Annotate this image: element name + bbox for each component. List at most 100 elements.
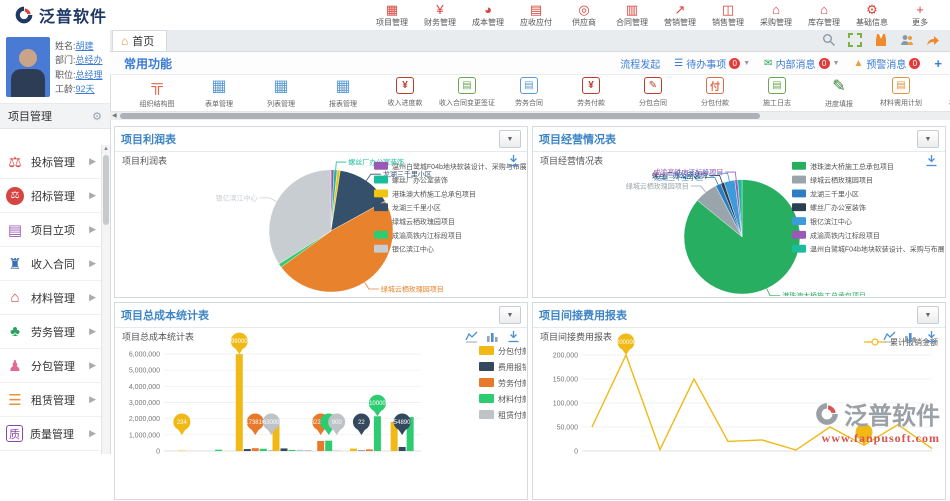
users-icon[interactable] (900, 33, 914, 47)
panel-title: 项目经营情况表 (539, 134, 616, 146)
profile-years-link[interactable]: 92天 (75, 83, 95, 94)
chevron-right-icon: ▶ (89, 428, 96, 438)
main-area: ⌂ 首页 常用功能 流程发起 ☰ 待办事项 0 ▼ (110, 30, 950, 500)
panel-dropdown-button[interactable]: ▼ (499, 130, 521, 148)
list-icon: ☰ (674, 57, 684, 69)
common-function-item[interactable]: ▤ 材料合同 (932, 77, 950, 108)
header-nav-plus-icon[interactable]: + 更多 (896, 3, 944, 27)
profile-dept: 部门:总经办 (55, 55, 103, 66)
common-function-item[interactable]: ▤ 劳务合同 (498, 77, 560, 108)
line-chart-icon[interactable] (465, 330, 478, 343)
function-item-label: 劳务付款 (577, 100, 605, 107)
sidebar-menu-item[interactable]: 质 质量管理 ▶ (0, 417, 102, 451)
function-item-label: 分包付款 (701, 100, 729, 107)
sidebar-menu-item[interactable]: ☰ 租赁管理 ▶ (0, 383, 102, 417)
bar-chart-icon[interactable] (486, 330, 499, 343)
function-item-icon: ▦ (273, 78, 289, 95)
chart-toolbar (883, 330, 938, 343)
sidebar-menu-item[interactable]: ⌂ 材料管理 ▶ (0, 281, 102, 315)
chevron-down-icon[interactable]: ▼ (743, 59, 751, 67)
profile-title-link[interactable]: 总经理 (75, 69, 103, 80)
header-nav-document-icon[interactable]: ▤ 应收应付 (512, 3, 560, 27)
panel-body: 项目经营情况表 港珠澳大桥施工总承包项目绿城云栖玫瑰园项目龙湖三千里小区螺丝厂办… (534, 152, 950, 300)
common-function-item[interactable]: ▦ 报表管理 (312, 77, 374, 109)
panel-dropdown-button[interactable]: ▼ (917, 306, 939, 324)
bar-chart-icon[interactable] (904, 330, 917, 343)
alert-link[interactable]: ▲ 预警消息 0 (854, 56, 921, 71)
header-nav-yuan-circle-icon[interactable]: ¥ 财务管理 (416, 3, 464, 27)
svg-text:龙湖三千里小区: 龙湖三千里小区 (810, 189, 859, 198)
header-nav-building-icon[interactable]: ▦ 项目管理 (368, 3, 416, 27)
panel-total-cost: 项目总成本统计表 ▼ 项目总成本统计表 0 1,000,000 2,000,000 3… (114, 302, 530, 500)
common-function-item[interactable]: ✎ 进度填报 (808, 77, 870, 109)
sidebar-menu-item[interactable]: ⚖ 招标管理 ▶ (0, 179, 102, 213)
common-function-item[interactable]: 付 分包付款 (684, 77, 746, 108)
header-nav-warehouse-icon[interactable]: ⌂ 库存管理 (800, 3, 848, 27)
download-icon[interactable] (507, 154, 520, 167)
profile-name-link[interactable]: 胡建 (75, 41, 94, 51)
line-chart-icon[interactable] (883, 330, 896, 343)
sidebar-item-label: 质量管理 (30, 428, 74, 441)
nav-item-label: 财务管理 (424, 18, 456, 27)
sidebar-menu-item[interactable]: ▤ 项目立项 ▶ (0, 213, 102, 247)
message-link[interactable]: ✉ 内部消息 0 ▼ (764, 57, 840, 71)
download-icon[interactable] (507, 330, 520, 343)
forward-icon[interactable] (926, 33, 940, 47)
tab-home[interactable]: ⌂ 首页 (112, 30, 168, 51)
header-nav-trend-up-icon[interactable]: ↗ 营销管理 (656, 3, 704, 27)
header-nav-contract-icon[interactable]: ▥ 合同管理 (608, 3, 656, 27)
common-function-item[interactable]: ¥ 收入进度款 (374, 77, 436, 108)
chevron-right-icon: ▶ (89, 394, 96, 404)
sidebar-scrollbar[interactable]: ▲ (101, 145, 110, 454)
svg-text:50,000: 50,000 (557, 425, 579, 432)
common-function-item[interactable]: ▤ 收入合同变更签证 (436, 77, 498, 108)
download-icon[interactable] (925, 330, 938, 343)
vest-icon[interactable] (874, 33, 888, 47)
brand-logo[interactable]: 泛普软件 (0, 3, 174, 27)
svg-text:绿城云栖玫瑰园项目: 绿城云栖玫瑰园项目 (381, 284, 444, 293)
common-function-item[interactable]: ▤ 材料需用计划 (870, 77, 932, 108)
function-item-icon: ¥ (396, 77, 414, 94)
sidebar-menu-item[interactable]: ⚖ 投标管理 ▶ (0, 145, 102, 179)
expand-icon[interactable] (848, 33, 862, 47)
chevron-down-icon[interactable]: ▼ (832, 59, 840, 67)
horizontal-scrollbar[interactable]: ◀ (110, 111, 950, 120)
scroll-up-icon[interactable]: ▲ (103, 146, 109, 152)
common-function-item[interactable]: ╦ 组织结构图 (126, 77, 188, 109)
panel-project-operation: 项目经营情况表 ▼ 项目经营情况表 港珠澳大桥施工总承包项目绿城云栖玫瑰园项目龙… (532, 126, 950, 300)
common-function-item[interactable]: ¥ 劳务付款 (560, 77, 622, 108)
avatar (6, 37, 50, 97)
gear-icon[interactable]: ⚙ (92, 110, 102, 123)
add-icon[interactable]: + (934, 55, 942, 71)
nav-item-icon: ↗ (674, 2, 686, 17)
svg-text:费用报销: 费用报销 (498, 362, 526, 372)
sidebar-item-label: 材料管理 (31, 292, 75, 305)
todo-link[interactable]: ☰ 待办事项 0 ▼ (674, 57, 751, 71)
panel-dropdown-button[interactable]: ▼ (499, 306, 521, 324)
common-function-item[interactable]: ✎ 分包合同 (622, 77, 684, 108)
flow-start-link[interactable]: 流程发起 (620, 59, 661, 71)
svg-text:银亿滨江中心: 银亿滨江中心 (674, 169, 716, 178)
scroll-left-icon[interactable]: ◀ (112, 113, 117, 119)
download-icon[interactable] (925, 154, 938, 167)
horizontal-scrollbar-thumb[interactable] (120, 113, 760, 119)
profile-dept-link[interactable]: 总经办 (75, 55, 103, 66)
chevron-right-icon: ▶ (89, 224, 96, 234)
header-nav-gear-icon[interactable]: ⚙ 基础信息 (848, 3, 896, 27)
header-nav-bar-chart-icon[interactable]: ◫ 销售管理 (704, 3, 752, 27)
search-icon[interactable] (822, 33, 836, 47)
sidebar-menu-item[interactable]: ♟ 分包管理 ▶ (0, 349, 102, 383)
header-nav-medal-icon[interactable]: ◎ 供应商 (560, 3, 608, 27)
sidebar-menu-item[interactable]: ♣ 劳务管理 ▶ (0, 315, 102, 349)
sidebar-menu-item[interactable]: ♜ 收入合同 ▶ (0, 247, 102, 281)
header-nav-cart-icon[interactable]: ⌂ 采购管理 (752, 3, 800, 27)
panel-dropdown-button[interactable]: ▼ (917, 130, 939, 148)
sidebar-scrollbar-thumb[interactable] (103, 155, 109, 225)
common-function-item[interactable]: ▦ 列表管理 (250, 77, 312, 109)
svg-text:绿城云栖玫瑰园项目: 绿城云栖玫瑰园项目 (626, 182, 689, 191)
common-function-item[interactable]: ▤ 施工日志 (746, 77, 808, 108)
header-nav-pie-icon[interactable]: ◕ 成本管理 (464, 3, 512, 27)
svg-text:234: 234 (177, 420, 188, 426)
chart-subtitle: 项目总成本统计表 (122, 332, 195, 342)
common-function-item[interactable]: ▦ 表单管理 (188, 77, 250, 109)
